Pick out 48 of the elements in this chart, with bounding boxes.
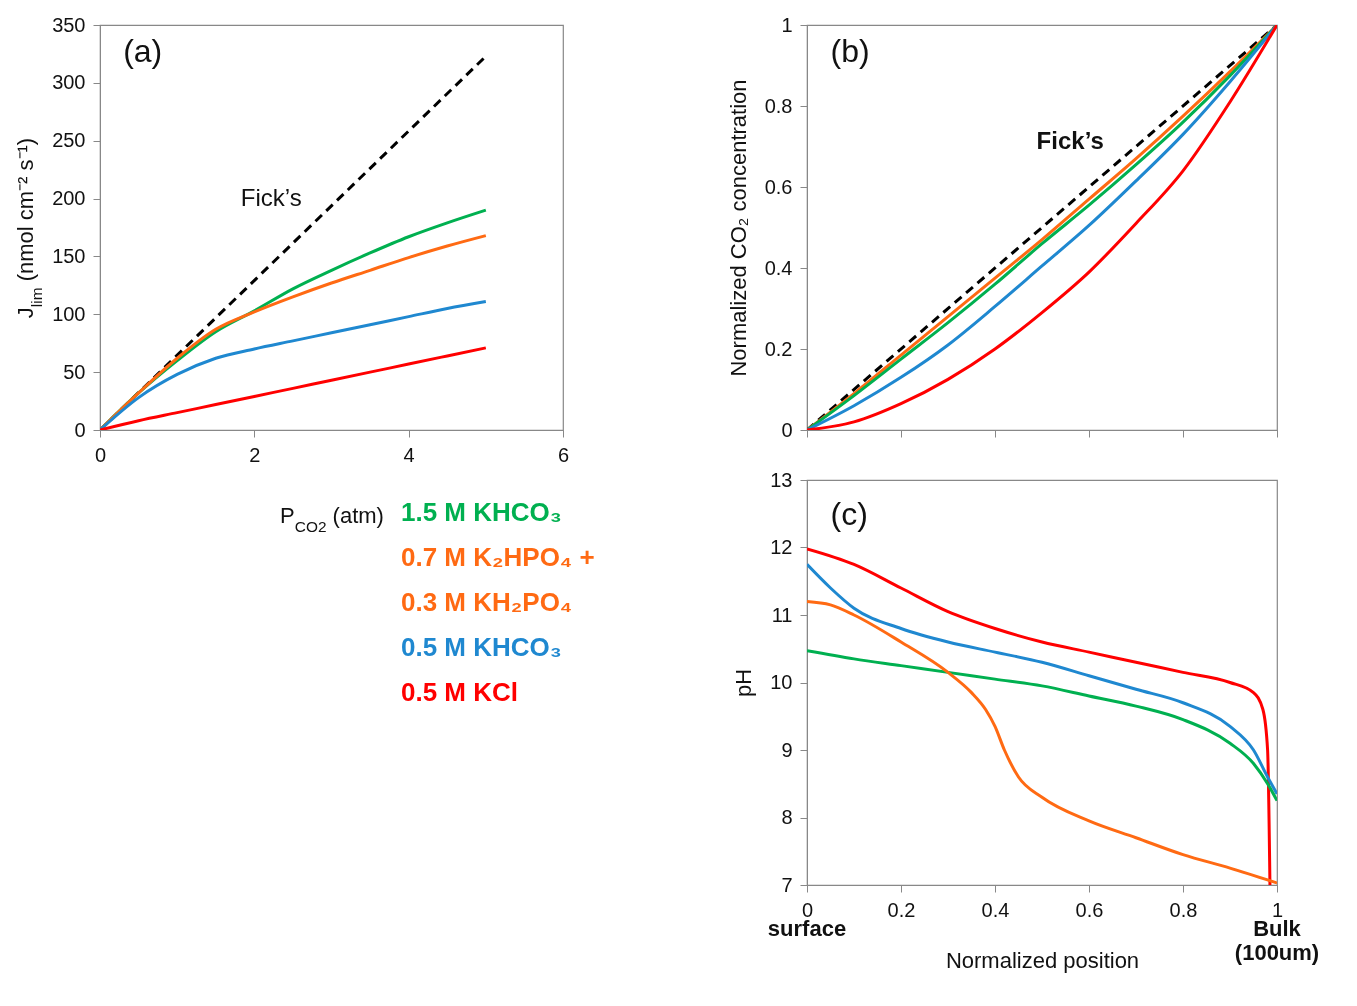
y-axis-title: Normalized CO₂ concentration (725, 79, 751, 377)
y-tick-label: 100 (52, 302, 86, 325)
y-tick-label: 9 (781, 738, 793, 761)
y-tick-label: 8 (781, 806, 793, 828)
y-tick-label: 250 (52, 129, 86, 152)
y-tick-label: 13 (770, 468, 793, 491)
x-axis-title: Normalized position (945, 947, 1140, 973)
y-tick-label: 0.2 (764, 337, 793, 360)
y-tick-label: 0 (781, 418, 793, 441)
line-series (807, 547, 1272, 885)
annotation: Fick’s (1036, 127, 1104, 155)
y-tick-label: 50 (63, 360, 86, 383)
x-axis-title: P$_{CO2}$ (atm) (280, 502, 384, 534)
x-tick-label: 0.2 (887, 898, 916, 921)
line-series (807, 600, 1277, 885)
text: 1.5 M KHCO₃ (400, 497, 562, 527)
x-tick-label: 0.8 (1169, 898, 1198, 921)
y-tick-label: 300 (52, 71, 86, 94)
line-series (807, 562, 1277, 796)
y-axis-title: pH (731, 668, 757, 698)
line-series (100, 346, 488, 430)
y-tick-label: 10 (770, 671, 793, 693)
y-tick-label: 150 (52, 244, 86, 267)
x-tick-label: 6 (557, 443, 570, 466)
y-tick-label: 0 (74, 418, 86, 441)
y-tick-label: 11 (771, 603, 793, 626)
annotation: Fick’s (240, 184, 302, 211)
text: 0.7 M K₂HPO₄ + 0.3 M KH₂PO₄ (400, 542, 595, 617)
y-tick-label: 1 (781, 13, 793, 36)
y-tick-label: 200 (52, 187, 86, 210)
x-tick-label: 2 (249, 443, 261, 466)
line-series (100, 300, 488, 430)
y-tick-label: 0.8 (764, 94, 793, 117)
annotation: (b) (830, 33, 870, 70)
text: 0.5 M KCl (400, 677, 518, 707)
y-tick-label: 12 (770, 536, 793, 558)
x-tick-label: 4 (403, 443, 415, 466)
annotation: (a) (123, 33, 163, 70)
x-tick-label: 0 (94, 443, 107, 466)
line-series (807, 649, 1277, 803)
x-tick-label: 0.6 (1075, 898, 1104, 921)
y-tick-label: 350 (52, 13, 86, 36)
annotation: (c) (830, 496, 868, 533)
y-tick-label: 0.6 (764, 175, 793, 198)
text: 0.5 M KHCO₃ (400, 632, 562, 662)
x-tick-label: 0.4 (981, 898, 1010, 921)
y-tick-label: 7 (781, 873, 793, 896)
y-tick-label: 0.4 (764, 256, 793, 279)
